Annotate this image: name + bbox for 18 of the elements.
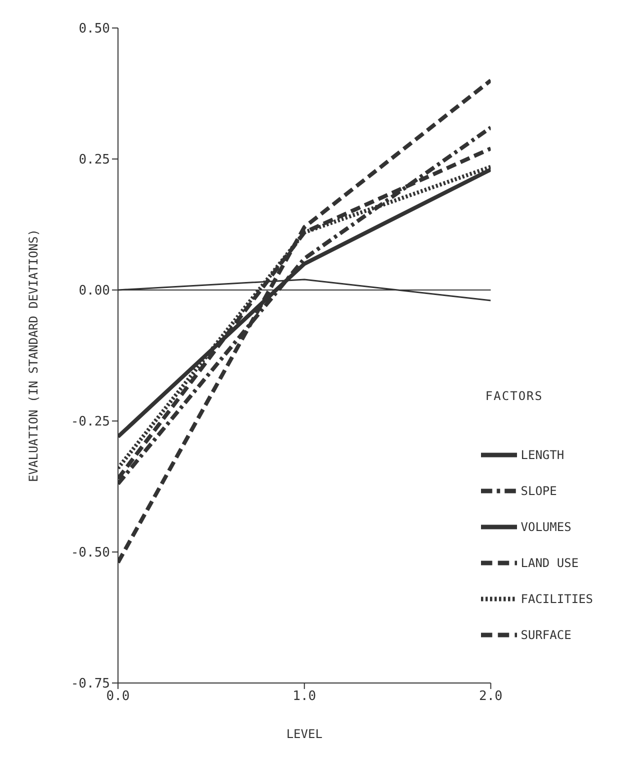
- y-tick-label: -0.50: [70, 546, 110, 561]
- legend-label: LAND USE: [520, 556, 579, 570]
- legend-label: SLOPE: [520, 484, 557, 498]
- x-tick-label: 1.0: [292, 689, 316, 704]
- y-tick-label: 0.50: [78, 22, 110, 37]
- legend-label: FACILITIES: [520, 592, 593, 606]
- legend-label: VOLUMES: [520, 520, 572, 534]
- y-axis-title: EVALUATION (IN STANDARD DEVIATIONS): [26, 229, 40, 482]
- x-tick-label: 2.0: [479, 689, 502, 704]
- legend-label: LENGTH: [520, 448, 564, 462]
- y-tick-label: 0.25: [78, 152, 110, 168]
- y-tick-label: 0.00: [78, 284, 110, 299]
- x-axis-title: LEVEL: [286, 727, 322, 741]
- x-tick-label: 0.0: [106, 689, 130, 704]
- legend-label: SURFACE: [520, 628, 572, 642]
- y-tick-label: -0.25: [70, 414, 110, 430]
- y-tick-label: -0.75: [70, 676, 110, 692]
- legend-title: FACTORS: [485, 389, 543, 403]
